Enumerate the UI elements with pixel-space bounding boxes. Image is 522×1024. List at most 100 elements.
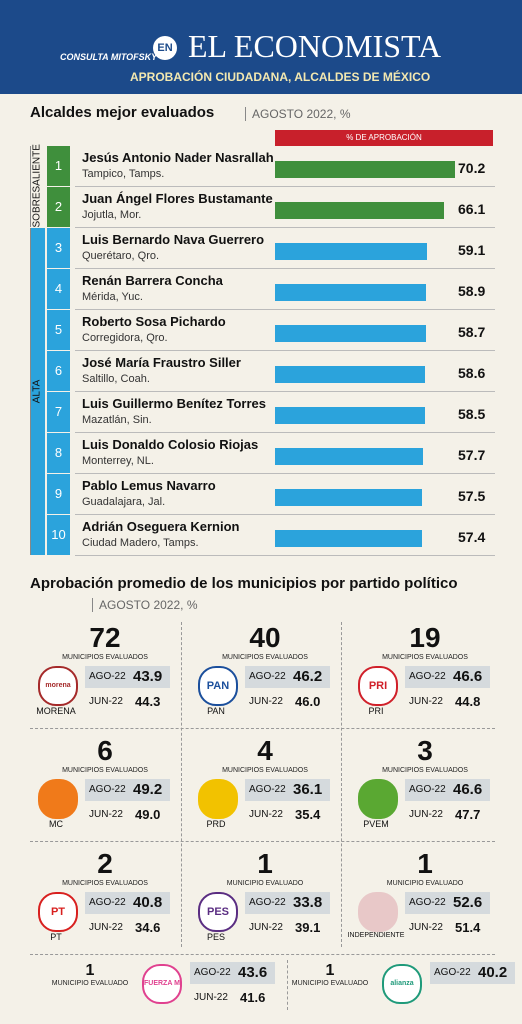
ago-label: AGO-22 — [249, 671, 286, 682]
rank-box: 4 — [47, 269, 70, 309]
row-rule — [75, 473, 495, 474]
group-label: ALTA — [31, 379, 43, 404]
city: Mazatlán, Sin. — [82, 414, 152, 426]
header-band — [0, 0, 522, 94]
count: 6 — [97, 735, 113, 766]
rank-box: 3 — [47, 228, 70, 268]
party-name: MORENA — [36, 706, 76, 716]
logo: alianza — [382, 964, 422, 1004]
logo: morena — [38, 666, 78, 706]
city: Jojutla, Mor. — [82, 209, 142, 221]
rank-box: 7 — [47, 392, 70, 432]
name: Renán Barrera Concha — [82, 273, 223, 288]
party-name: INDEPENDIENTE — [347, 932, 405, 939]
count-label: MUNICIPIOS EVALUADOS — [222, 654, 308, 661]
group-label: SOBRESALIENTE — [31, 144, 43, 228]
ago-box — [430, 962, 515, 984]
city: Saltillo, Coah. — [82, 373, 150, 385]
ago-box — [85, 666, 170, 688]
count-label: MUNICIPIO EVALUADO — [291, 980, 369, 987]
rank-box: 1 — [47, 146, 70, 186]
ago-value: 46.6 — [453, 668, 483, 685]
party-name: PRD — [206, 819, 226, 829]
ago-label: AGO-22 — [194, 967, 231, 978]
ago-value: 43.9 — [133, 668, 163, 685]
value: 70.2 — [458, 160, 486, 176]
logo — [38, 779, 78, 819]
city: Guadalajara, Jal. — [82, 496, 166, 508]
row-rule — [75, 514, 495, 515]
row-rule — [75, 309, 495, 310]
value: 66.1 — [458, 201, 486, 217]
count: 72 — [89, 622, 121, 653]
bar — [275, 366, 426, 383]
rank-box: 5 — [47, 310, 70, 350]
count-label: MUNICIPIOS EVALUADOS — [222, 767, 308, 774]
value: 58.7 — [458, 324, 486, 340]
name: Jesús Antonio Nader Nasrallah — [82, 150, 274, 165]
value: 58.5 — [458, 406, 486, 422]
ago-label: AGO-22 — [434, 967, 471, 978]
row-rule — [75, 227, 495, 228]
divider — [181, 622, 182, 947]
jun-value: 34.6 — [135, 920, 161, 935]
city: Ciudad Madero, Tamps. — [82, 537, 199, 549]
city: Corregidora, Qro. — [82, 332, 168, 344]
party-name: MC — [49, 819, 63, 829]
row-rule — [75, 350, 495, 351]
ago-box — [85, 779, 170, 801]
ago-box — [245, 779, 330, 801]
ago-value: 33.8 — [293, 894, 323, 911]
count: 1 — [417, 848, 433, 879]
jun-value: 49.0 — [135, 807, 161, 822]
ago-label: AGO-22 — [89, 784, 126, 795]
city: Mérida, Yuc. — [82, 291, 143, 303]
name: Roberto Sosa Pichardo — [82, 314, 226, 329]
bar — [275, 284, 427, 301]
ago-value: 52.6 — [453, 894, 483, 911]
logo — [358, 892, 398, 932]
count-label: MUNICIPIO EVALUADO — [51, 980, 129, 987]
value: 57.4 — [458, 529, 486, 545]
divider — [287, 960, 288, 1010]
masthead: EL ECONOMISTA — [188, 28, 442, 64]
logo — [358, 779, 398, 819]
name: José María Fraustro Siller — [82, 355, 241, 370]
count: 40 — [249, 622, 281, 653]
ago-label: AGO-22 — [249, 897, 286, 908]
count-label: MUNICIPIOS EVALUADOS — [62, 880, 148, 887]
ago-label: AGO-22 — [89, 897, 126, 908]
jun-label: JUN-22 — [409, 696, 443, 707]
party-date: AGOSTO 2022, % — [92, 598, 198, 612]
rank-box: 9 — [47, 474, 70, 514]
logo: PES — [198, 892, 238, 932]
jun-label: JUN-22 — [249, 922, 283, 933]
jun-value: 35.4 — [295, 807, 321, 822]
column-header: % DE APROBACIÓN — [275, 130, 493, 146]
logo: FUERZA MÉXICO — [142, 964, 182, 1004]
party-name: PVEM — [363, 819, 389, 829]
logo — [198, 779, 238, 819]
party-title: Aprobación promedio de los municipios po… — [30, 575, 458, 592]
bar — [275, 448, 423, 465]
bar — [275, 489, 423, 506]
ago-value: 43.6 — [238, 964, 268, 981]
ago-label: AGO-22 — [249, 784, 286, 795]
ago-label: AGO-22 — [409, 671, 446, 682]
count-label: MUNICIPIOS EVALUADOS — [62, 767, 148, 774]
party-name: PES — [206, 932, 225, 942]
row-rule — [75, 391, 495, 392]
jun-label: JUN-22 — [409, 809, 443, 820]
jun-label: JUN-22 — [89, 809, 123, 820]
jun-label: JUN-22 — [249, 696, 283, 707]
logo: PT — [38, 892, 78, 932]
party-name: PRI — [368, 706, 384, 716]
jun-value: 44.3 — [135, 694, 161, 709]
rank-box: 10 — [47, 515, 70, 555]
count-label: MUNICIPIOS EVALUADOS — [382, 654, 468, 661]
jun-value: 39.1 — [295, 920, 321, 935]
jun-value: 44.8 — [455, 694, 481, 709]
jun-value: 47.7 — [455, 807, 481, 822]
ago-label: AGO-22 — [89, 671, 126, 682]
